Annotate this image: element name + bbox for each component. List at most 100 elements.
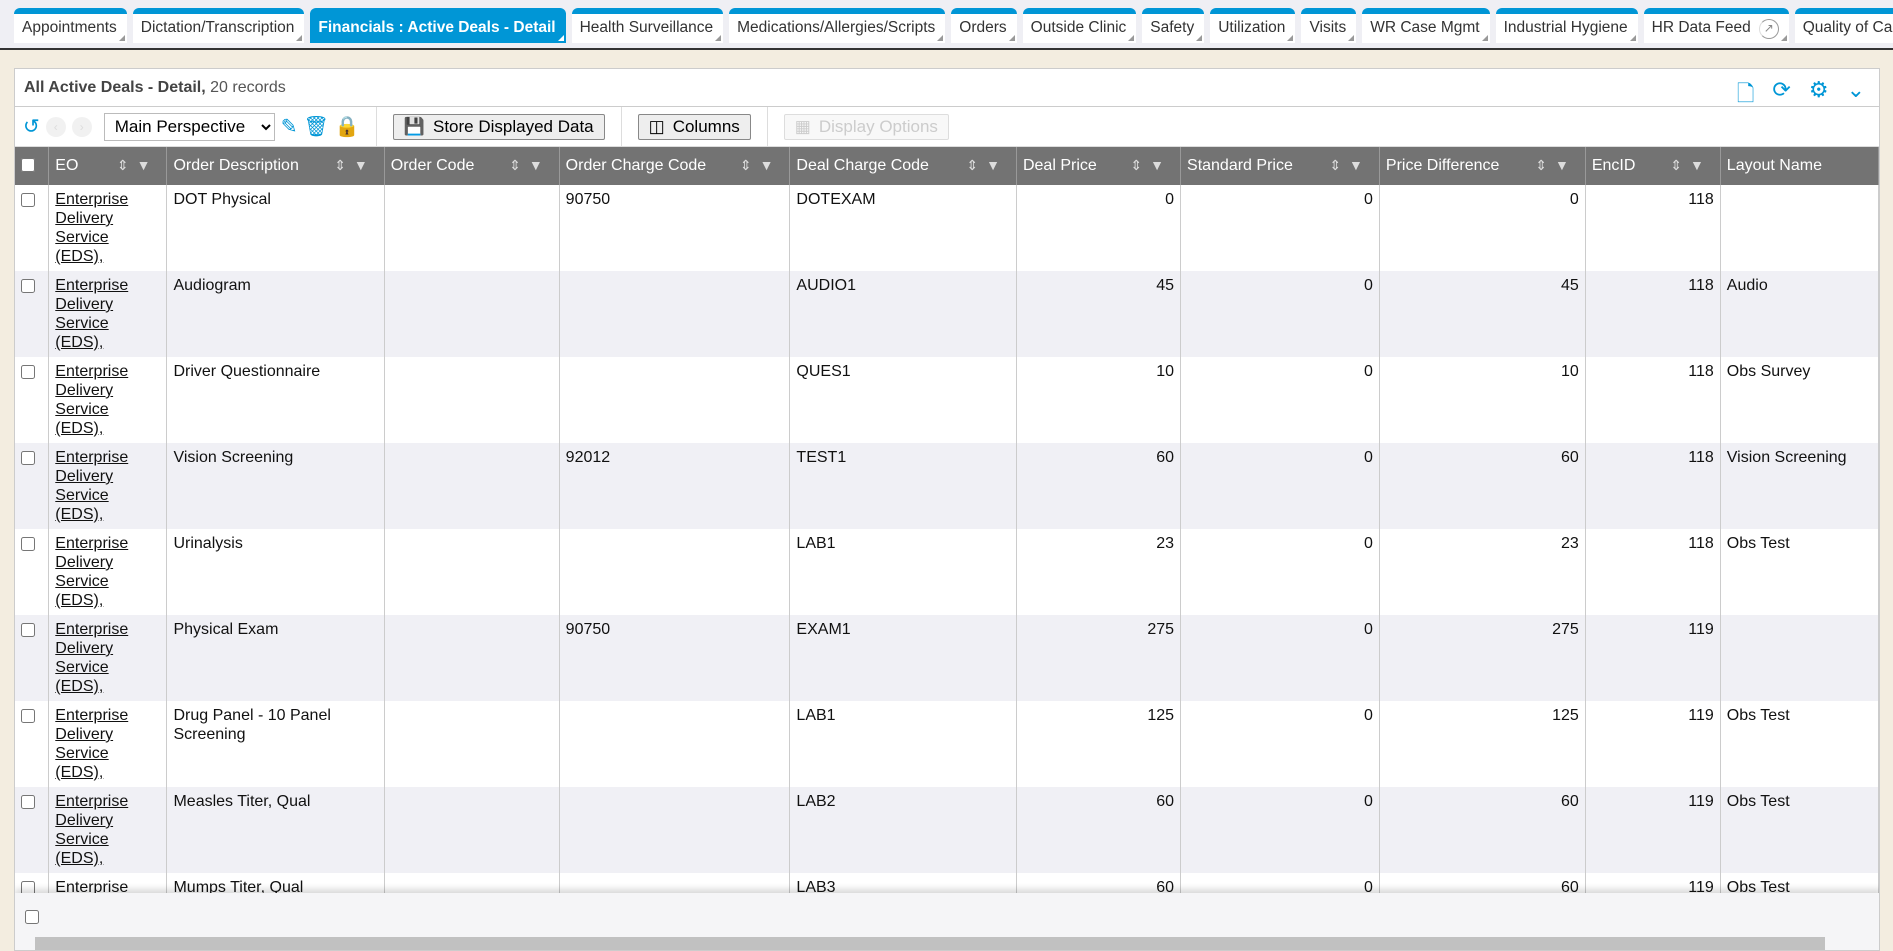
refresh-icon[interactable]: ⟳ xyxy=(1772,77,1791,102)
column-header[interactable]: Price Difference ⇕▼ xyxy=(1379,147,1586,185)
filter-icon[interactable]: ▼ xyxy=(1150,157,1173,173)
columns-button[interactable]: ◫ Columns xyxy=(637,113,751,140)
table-row[interactable]: Enterprise Delivery Service (EDS), Drug P… xyxy=(15,701,1879,787)
cell: EXAM1 xyxy=(789,615,1017,701)
row-checkbox[interactable] xyxy=(21,365,35,379)
external-link-icon[interactable]: ↗ xyxy=(1758,19,1779,39)
tab-visits[interactable]: Visits xyxy=(1301,8,1357,43)
tab-appointments[interactable]: Appointments xyxy=(14,8,127,43)
sort-icon[interactable]: ⇕ xyxy=(739,157,760,173)
filter-icon[interactable]: ▼ xyxy=(1689,157,1712,173)
filter-icon[interactable]: ▼ xyxy=(136,157,159,173)
scrollbar-thumb[interactable] xyxy=(35,937,1825,950)
row-checkbox[interactable] xyxy=(21,193,35,207)
column-header[interactable]: Standard Price ⇕▼ xyxy=(1180,147,1380,185)
display-options-button[interactable]: ▦ Display Options xyxy=(783,113,949,140)
row-checkbox[interactable] xyxy=(21,623,35,637)
table-row[interactable]: Enterprise Delivery Service (EDS), Driver… xyxy=(15,357,1879,443)
perspective-select[interactable]: Main Perspective xyxy=(103,112,275,141)
column-header[interactable]: Layout Name xyxy=(1720,147,1879,185)
select-all-checkbox[interactable] xyxy=(21,158,35,172)
forward-icon[interactable]: › xyxy=(71,116,92,137)
sort-icon[interactable]: ⇕ xyxy=(1130,157,1151,173)
column-title: Deal Price xyxy=(1022,157,1097,174)
tab-hr-data-feed[interactable]: HR Data Feed ↗ xyxy=(1643,8,1789,43)
pencil-icon[interactable]: ✎ xyxy=(280,116,298,138)
eo-cell: Enterprise Delivery Service (EDS), xyxy=(48,529,168,615)
row-checkbox[interactable] xyxy=(21,881,35,895)
row-checkbox[interactable] xyxy=(21,709,35,723)
eo-link[interactable]: Enterprise Delivery Service (EDS), xyxy=(55,277,129,351)
column-header[interactable]: Order Description ⇕▼ xyxy=(166,147,385,185)
eo-link[interactable]: Enterprise Delivery Service (EDS), xyxy=(55,191,129,265)
cell: 0 xyxy=(1180,701,1380,787)
eo-link[interactable]: Enterprise Delivery Service (EDS), xyxy=(55,793,129,867)
cell: 60 xyxy=(1379,443,1586,529)
row-select-cell xyxy=(15,357,50,443)
tab-quality-of-care[interactable]: Quality of Care xyxy=(1794,8,1893,43)
column-header[interactable]: EO ⇕▼ xyxy=(48,147,168,185)
footer-checkbox[interactable] xyxy=(25,910,39,924)
sort-icon[interactable]: ⇕ xyxy=(116,157,137,173)
cell: AUDIO1 xyxy=(789,271,1017,357)
sort-icon[interactable]: ⇕ xyxy=(966,157,987,173)
gear-icon[interactable]: ⚙ xyxy=(1808,77,1829,102)
column-header[interactable]: Order Code ⇕▼ xyxy=(384,147,560,185)
lock-icon[interactable]: 🔒 xyxy=(334,116,360,138)
eo-link[interactable]: Enterprise Delivery Service (EDS), xyxy=(55,535,129,609)
tab-label: Health Surveillance xyxy=(579,19,714,36)
filter-icon[interactable]: ▼ xyxy=(1349,157,1371,173)
sort-icon[interactable]: ⇕ xyxy=(1670,157,1690,173)
sort-icon[interactable]: ⇕ xyxy=(334,157,354,173)
grid-icon: ▦ xyxy=(794,116,811,136)
column-header[interactable]: Order Charge Code ⇕▼ xyxy=(559,147,791,185)
column-header[interactable]: EncID ⇕▼ xyxy=(1585,147,1721,185)
tab-industrial-hygiene[interactable]: Industrial Hygiene xyxy=(1495,8,1638,43)
tab-medications-allergies-scripts[interactable]: Medications/Allergies/Scripts xyxy=(729,8,946,43)
sort-icon[interactable]: ⇕ xyxy=(1535,157,1555,173)
table-row[interactable]: Enterprise Delivery Service (EDS), Physic… xyxy=(15,615,1879,701)
tab-financials-active-deals-detail[interactable]: Financials : Active Deals - Detail xyxy=(310,8,566,43)
column-header[interactable]: Deal Charge Code ⇕▼ xyxy=(789,147,1017,185)
tab-dictation-transcription[interactable]: Dictation/Transcription xyxy=(132,8,305,43)
column-header[interactable]: Deal Price ⇕▼ xyxy=(1016,147,1182,185)
row-checkbox[interactable] xyxy=(21,451,35,465)
undo-icon[interactable]: ↺ xyxy=(23,116,40,138)
tab-utilization[interactable]: Utilization xyxy=(1210,8,1296,43)
cell: 0 xyxy=(1180,787,1380,873)
back-icon[interactable]: ‹ xyxy=(45,116,66,137)
tab-outside-clinic[interactable]: Outside Clinic xyxy=(1022,8,1137,43)
cell: 0 xyxy=(1180,357,1380,443)
filter-icon[interactable]: ▼ xyxy=(986,157,1008,173)
filter-icon[interactable]: ▼ xyxy=(759,157,782,173)
tab-health-surveillance[interactable]: Health Surveillance xyxy=(571,8,724,43)
new-document-icon[interactable]: 🗋 xyxy=(1736,81,1755,106)
horizontal-scrollbar[interactable] xyxy=(15,937,1879,950)
table-row[interactable]: Enterprise Delivery Service (EDS), Measle… xyxy=(15,787,1879,873)
filter-icon[interactable]: ▼ xyxy=(528,157,551,173)
filter-icon[interactable]: ▼ xyxy=(1554,157,1577,173)
table-row[interactable]: Enterprise Delivery Service (EDS), DOT Ph… xyxy=(15,185,1879,271)
tab-wr-case-mgmt[interactable]: WR Case Mgmt xyxy=(1362,8,1490,43)
cell: 125 xyxy=(1016,701,1182,787)
table-row[interactable]: Enterprise Delivery Service (EDS), Urinal… xyxy=(15,529,1879,615)
row-checkbox[interactable] xyxy=(21,795,35,809)
chevron-down-icon[interactable]: ⌄ xyxy=(1846,77,1865,102)
table-row[interactable]: Enterprise Delivery Service (EDS), Vision… xyxy=(15,443,1879,529)
eo-link[interactable]: Enterprise Delivery Service (EDS), xyxy=(55,621,129,695)
eo-link[interactable]: Enterprise Delivery Service (EDS), xyxy=(55,707,129,781)
row-checkbox[interactable] xyxy=(21,279,35,293)
table-row[interactable]: Enterprise Delivery Service (EDS), Audiog… xyxy=(15,271,1879,357)
column-title: Deal Charge Code xyxy=(796,157,929,174)
store-displayed-data-button[interactable]: 💾 Store Displayed Data xyxy=(392,113,605,140)
trash-icon[interactable]: 🗑 xyxy=(303,116,329,138)
eo-link[interactable]: Enterprise Delivery Service (EDS), xyxy=(55,363,129,437)
sort-icon[interactable]: ⇕ xyxy=(1329,157,1350,173)
eo-link[interactable]: Enterprise Delivery Service (EDS), xyxy=(55,449,129,523)
tab-safety[interactable]: Safety xyxy=(1142,8,1205,43)
tab-orders[interactable]: Orders xyxy=(951,8,1017,43)
row-checkbox[interactable] xyxy=(21,537,35,551)
filter-icon[interactable]: ▼ xyxy=(353,157,376,173)
cell: 125 xyxy=(1379,701,1586,787)
sort-icon[interactable]: ⇕ xyxy=(509,157,529,173)
